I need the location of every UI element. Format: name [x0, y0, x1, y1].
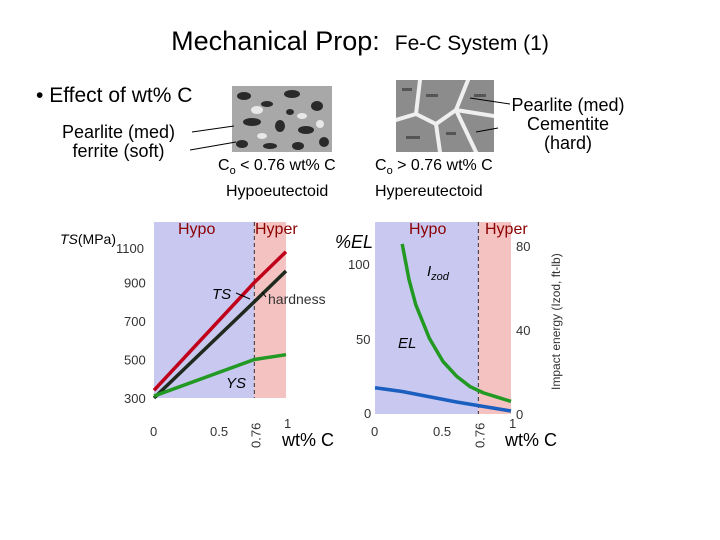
left-micro-label: Pearlite (med) ferrite (soft)	[62, 123, 175, 161]
y2-tick-label: 40	[516, 323, 530, 338]
y2-axis-label: Impact energy (Izod, ft-lb)	[549, 253, 563, 390]
y-tick-label: 500	[124, 353, 146, 368]
hypo-region	[375, 222, 479, 414]
x-tick-label: 0.76	[248, 423, 263, 448]
hardness-label: hardness	[268, 291, 326, 307]
izod-line	[400, 243, 512, 404]
y-tick-label: 300	[124, 391, 146, 406]
hypereutectoid-micrograph	[396, 80, 494, 152]
y-tick-label: 100	[348, 257, 370, 272]
x-axis-label: wt% C	[281, 430, 334, 450]
left-comp-sub: o	[229, 165, 236, 178]
left-micro-line-2: ferrite (soft)	[72, 141, 165, 161]
y-tick-label: 700	[124, 314, 146, 329]
y2-tick-label: 0	[516, 407, 523, 422]
region-label-hyper: Hyper	[255, 221, 298, 238]
ts-label: TS	[212, 286, 231, 303]
x-tick-label: 1	[509, 416, 516, 431]
y-tick-label: 50	[356, 332, 370, 347]
x-tick-label: 0.5	[433, 424, 451, 439]
right-micro-line-2: Cementite	[526, 114, 610, 134]
left-micro-line-1: Pearlite (med)	[62, 122, 176, 142]
strength-chart: Hypo Hyper TS(MPa)1100 900 700 500 300 0 0.5 0.76…	[60, 221, 334, 450]
left-composition: Co < 0.76 wt% C	[218, 157, 336, 177]
right-micro-line-1: Pearlite (med)	[511, 95, 625, 115]
right-micro-line-3: (hard)	[543, 133, 592, 153]
left-comp-rest: < 0.76 wt% C	[235, 157, 336, 174]
hyper-region	[478, 222, 511, 414]
y-tick-label: 0	[364, 406, 371, 421]
x-tick-label: 0.76	[472, 423, 487, 448]
title-sub: Fe-C System (1)	[394, 32, 549, 55]
x-tick-label: 0.5	[210, 424, 228, 439]
ductility-chart: Hypo Hyper %EL 100 50 0 80 40 0 Impact energy (Iz…	[335, 221, 563, 450]
right-comp-rest: > 0.76 wt% C	[392, 157, 493, 174]
y-tick-label: 900	[124, 276, 146, 291]
right-comp-symbol: C	[375, 157, 387, 174]
x-tick-label: 1	[284, 416, 291, 431]
y-axis-label: %EL	[335, 232, 373, 252]
x-tick-label: 0	[150, 424, 157, 439]
y-tick-label: 1100	[116, 241, 144, 256]
right-type: Hypereutectoid	[375, 183, 483, 200]
region-label-hypo: Hypo	[409, 221, 446, 238]
region-label-hypo: Hypo	[178, 221, 215, 238]
ts-line	[152, 250, 288, 392]
bullet-text: Effect of wt% C	[49, 84, 193, 107]
el-line	[374, 386, 512, 413]
hypoeutectoid-micrograph	[232, 86, 332, 152]
page-title: Mechanical Prop: Fe-C System (1)	[0, 26, 720, 57]
bullet-marker: •	[36, 84, 44, 107]
right-composition: Co > 0.76 wt% C	[375, 157, 493, 177]
ts-pointer	[235, 292, 251, 300]
hypo-region	[154, 222, 255, 398]
left-type: Hypoeutectoid	[226, 183, 329, 200]
hardness-line	[152, 269, 288, 400]
hardness-pointer	[261, 291, 267, 298]
right-micro-label: Pearlite (med) Cementite (hard)	[498, 96, 638, 153]
hyper-region	[254, 222, 286, 398]
izod-label: Izod	[427, 263, 450, 283]
x-axis-label: wt% C	[504, 430, 557, 450]
ys-line	[153, 352, 287, 398]
ys-label: YS	[226, 375, 246, 392]
left-comp-symbol: C	[218, 157, 230, 174]
y-axis-label: TS(MPa)	[60, 231, 116, 247]
x-tick-label: 0	[371, 424, 378, 439]
bullet-line: • Effect of wt% C	[36, 84, 192, 108]
y2-tick-label: 80	[516, 239, 530, 254]
el-label: EL	[398, 335, 416, 352]
region-label-hyper: Hyper	[485, 221, 528, 238]
right-comp-sub: o	[386, 165, 393, 178]
title-main: Mechanical Prop:	[171, 26, 380, 56]
